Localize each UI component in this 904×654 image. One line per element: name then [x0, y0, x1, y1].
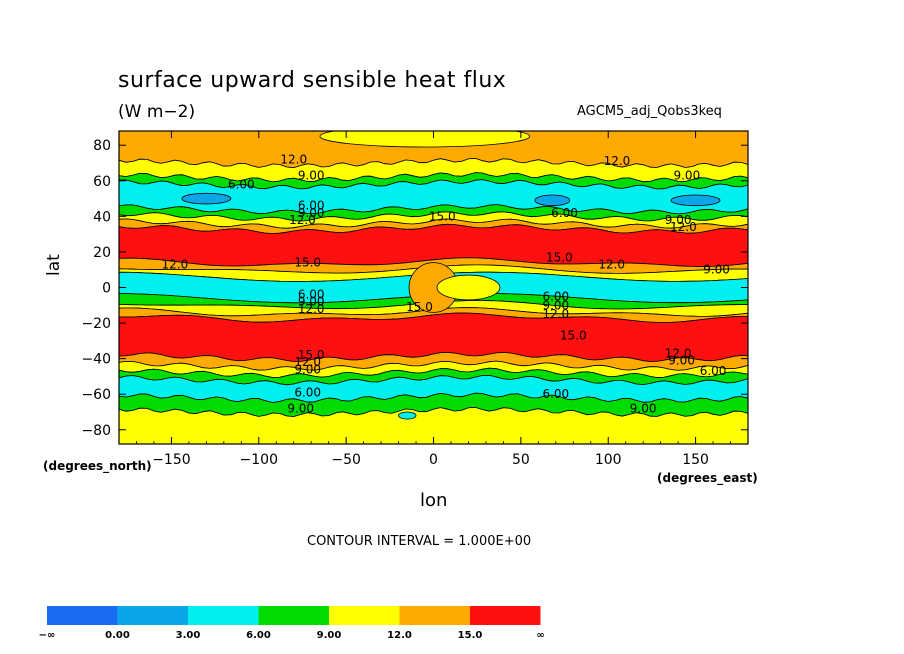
colorbar-label: 15.0 — [458, 630, 483, 641]
y-tick-label: 20 — [93, 245, 111, 261]
colorbar-label: 9.00 — [317, 630, 342, 641]
contour-interval: CONTOUR INTERVAL = 1.000E+00 — [307, 534, 532, 549]
colorbar-swatch — [117, 606, 188, 625]
x-tick-label: −50 — [331, 452, 361, 468]
contour-label: 6.00 — [294, 385, 321, 399]
contour-label: 12.0 — [162, 257, 189, 271]
contour-label: 12.0 — [598, 257, 625, 271]
contour-label: 15.0 — [406, 300, 433, 314]
contour-label: 12.0 — [670, 220, 697, 234]
contour-label: 6.00 — [542, 289, 569, 303]
x-tick-label: 150 — [682, 452, 709, 468]
y-tick-label: 40 — [93, 209, 111, 225]
contour-label: 9.00 — [668, 353, 695, 367]
contour-label: 6.00 — [700, 364, 727, 378]
x-axis-label: lon — [420, 490, 448, 511]
run-name: AGCM5_adj_Qobs3keq — [577, 104, 722, 119]
y-tick-label: −60 — [81, 387, 111, 403]
contour-label: 9.00 — [665, 213, 692, 227]
y-tick-label: 80 — [93, 138, 111, 154]
x-tick-label: −150 — [152, 452, 190, 468]
contour-label: 9.00 — [542, 298, 569, 312]
y-tick-label: −80 — [81, 423, 111, 439]
contour-feature-1 — [534, 194, 571, 207]
y-tick-label: 60 — [93, 174, 111, 190]
contour-label: 12.0 — [665, 346, 692, 360]
y-axis-label: lat — [44, 254, 64, 276]
colorbar-swatch — [188, 606, 259, 625]
contour-label: 6.00 — [298, 288, 325, 302]
contour-label: 12.0 — [280, 152, 307, 166]
contour-label: 9.00 — [298, 206, 325, 220]
contour-label: 15.0 — [546, 250, 573, 264]
contour-label: 15.0 — [294, 256, 321, 270]
x-tick-label: 0 — [429, 452, 438, 468]
colorbar-swatch — [329, 606, 400, 625]
contour-label: 6.00 — [542, 387, 569, 401]
chart-title: surface upward sensible heat flux — [118, 68, 507, 93]
x-tick-label: −100 — [240, 452, 278, 468]
colorbar-swatch — [47, 606, 118, 625]
x-tick-label: 50 — [512, 452, 530, 468]
y-tick-label: −20 — [81, 316, 111, 332]
y-axis-unit: (degrees_north) — [43, 459, 152, 473]
contour-label: 9.00 — [703, 263, 730, 277]
contour-label: 12.0 — [289, 213, 316, 227]
y-tick-label: −40 — [81, 352, 111, 368]
colorbar-label: 0.00 — [105, 630, 130, 641]
x-tick-label: 100 — [595, 452, 622, 468]
colorbar-label: 3.00 — [176, 630, 201, 641]
contour-label: 6.00 — [298, 199, 325, 213]
colorbar-label: ∞ — [536, 630, 544, 641]
colorbar-label: 12.0 — [387, 630, 412, 641]
y-tick-label: 0 — [102, 281, 111, 297]
contour-label: 9.00 — [294, 362, 321, 376]
contour-label: 9.00 — [673, 168, 700, 182]
contour-label: 9.00 — [287, 401, 314, 415]
contour-label: 15.0 — [298, 348, 325, 362]
contour-label: 12.0 — [604, 154, 631, 168]
contour-label: 9.00 — [298, 295, 325, 309]
contour-band-20 — [119, 406, 748, 444]
colorbar-swatch — [399, 606, 470, 625]
contour-label: 9.00 — [298, 168, 325, 182]
contour-feature-4 — [436, 274, 501, 301]
colorbar-label: 6.00 — [246, 630, 271, 641]
contour-label: 15.0 — [560, 329, 587, 343]
colorbar-swatch — [470, 606, 541, 625]
colorbar-label: −∞ — [39, 630, 56, 641]
contour-label: 15.0 — [429, 209, 456, 223]
contour-label: 6.00 — [228, 177, 255, 191]
contour-label: 12.0 — [294, 355, 321, 369]
chart-units: (W m−2) — [118, 102, 196, 122]
contour-feature-5 — [319, 131, 530, 148]
contour-feature-6 — [398, 411, 417, 420]
colorbar-swatch — [258, 606, 329, 625]
contour-label: 12.0 — [298, 302, 325, 316]
x-axis-unit: (degrees_east) — [657, 471, 758, 485]
contour-label: 12.0 — [542, 307, 569, 321]
contour-feature-0 — [181, 192, 232, 205]
contour-label: 6.00 — [551, 206, 578, 220]
contour-feature-2 — [670, 194, 721, 207]
contour-label: 9.00 — [630, 401, 657, 415]
